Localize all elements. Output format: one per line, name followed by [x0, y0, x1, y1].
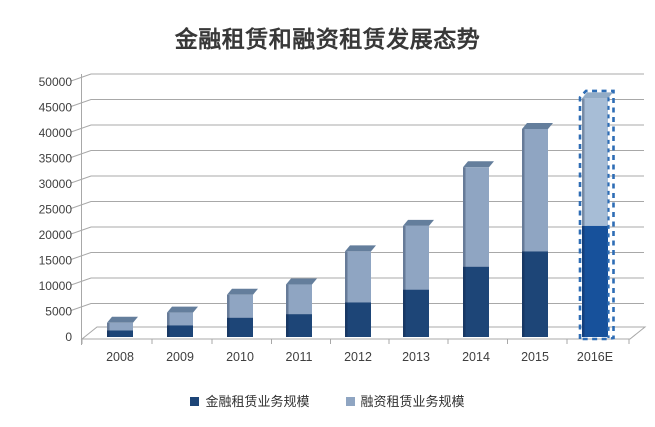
y-tick-label-15000: 15000 [39, 254, 73, 268]
gridline-10000 [70, 277, 644, 286]
bar-2008-finance-leasing-segment [107, 322, 133, 331]
bar-2016E-finance-leasing-segment [582, 98, 608, 226]
bar-2009-side-shade [167, 312, 170, 337]
bar-2015-side-shade [522, 129, 525, 337]
chart-legend: 金融租赁业务规模 融资租赁业务规模 [0, 391, 655, 410]
bar-2009-finance-leasing-segment [167, 312, 193, 326]
y-tick-label-10000: 10000 [39, 279, 73, 293]
y-tick-label-25000: 25000 [39, 203, 73, 217]
bar-2008-financial-leasing-segment [107, 330, 133, 337]
bar-2012-financial-leasing-segment [345, 302, 371, 337]
x-label-2015: 2015 [521, 350, 549, 364]
bar-2009-cap [167, 306, 198, 313]
x-label-2009: 2009 [166, 350, 194, 364]
legend-label-finance-leasing: 融资租赁业务规模 [360, 394, 465, 409]
gridline-35000 [70, 150, 644, 158]
gridline-15000 [70, 252, 644, 260]
gridline-30000 [70, 175, 644, 184]
bar-2008-cap [107, 316, 138, 323]
y-tick-label-30000: 30000 [39, 177, 73, 191]
bar-2015-financial-leasing-segment [522, 251, 548, 337]
bar-2008-side-shade [107, 322, 110, 337]
y-tick-label-45000: 45000 [39, 101, 73, 115]
gridline-25000 [70, 201, 644, 209]
y-tick-label-0: 0 [65, 330, 72, 344]
bar-2010-side-shade [227, 294, 230, 337]
bar-2015-cap [522, 123, 553, 129]
y-tick-label-40000: 40000 [39, 126, 73, 140]
gridline-45000 [70, 99, 644, 107]
legend-swatch-financial-leasing [190, 396, 200, 406]
bar-2013-financial-leasing-segment [403, 289, 429, 337]
forecast-dashed-outline [578, 89, 615, 341]
x-label-2014: 2014 [462, 350, 490, 364]
legend-item-financial-leasing: 金融租赁业务规模 [190, 391, 310, 410]
bar-2013-side-shade [403, 225, 406, 337]
gridline-50000 [70, 73, 644, 82]
y-tick-label-35000: 35000 [39, 152, 73, 166]
bar-2014-side-shade [463, 167, 466, 337]
bar-2009-financial-leasing-segment [167, 325, 193, 337]
x-label-2013: 2013 [402, 350, 430, 364]
bar-2014-cap [463, 161, 494, 168]
legend-label-financial-leasing: 金融租赁业务规模 [205, 394, 310, 409]
legend-swatch-finance-leasing [345, 396, 355, 406]
bar-2011-financial-leasing-segment [286, 314, 312, 337]
gridline-40000 [70, 124, 644, 133]
gridline-20000 [70, 226, 644, 235]
bar-2016E-financial-leasing-segment [582, 225, 608, 337]
x-label-2012: 2012 [344, 350, 372, 364]
bar-2010-cap [227, 288, 258, 295]
x-label-2010: 2010 [226, 350, 254, 364]
x-label-2016E: 2016E [577, 350, 613, 364]
bar-2014-financial-leasing-segment [463, 266, 489, 337]
bar-2010-financial-leasing-segment [227, 317, 253, 337]
bar-2013-finance-leasing-segment [403, 225, 429, 290]
bar-2011-finance-leasing-segment [286, 284, 312, 315]
x-label-2008: 2008 [106, 350, 134, 364]
bar-2015-finance-leasing-segment [522, 129, 548, 252]
x-label-2011: 2011 [286, 350, 313, 364]
bar-2012-side-shade [345, 251, 348, 337]
bar-2012-finance-leasing-segment [345, 251, 371, 303]
y-tick-label-5000: 5000 [45, 305, 72, 319]
chart-title: 金融租赁和融资租赁发展态势 [174, 26, 481, 52]
bar-2011-side-shade [286, 284, 289, 337]
bar-2014-finance-leasing-segment [463, 167, 489, 267]
bar-2012-cap [345, 245, 376, 252]
bar-2010-finance-leasing-segment [227, 294, 253, 318]
bar-2016E-cap [582, 92, 613, 99]
y-tick-label-50000: 50000 [39, 75, 73, 89]
legend-item-finance-leasing: 融资租赁业务规模 [345, 391, 465, 410]
y-tick-label-20000: 20000 [39, 228, 73, 242]
bar-2011-cap [286, 278, 317, 285]
gridline-5000 [70, 303, 644, 311]
bar-2013-cap [403, 219, 434, 226]
bar-2016E-side-shade [582, 98, 585, 338]
